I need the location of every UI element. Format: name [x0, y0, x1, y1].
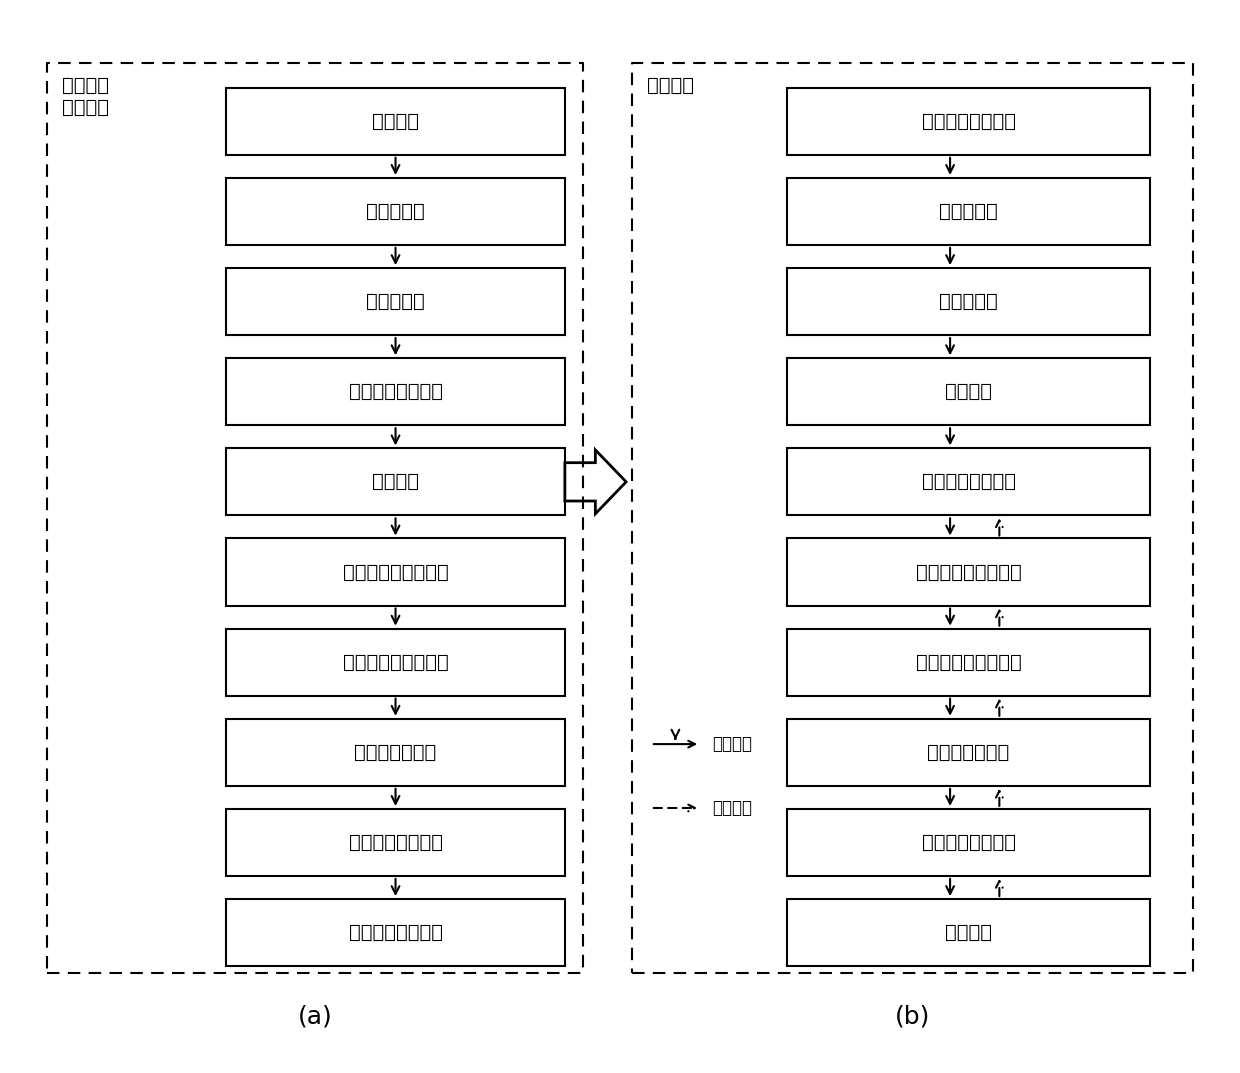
Text: 未知视频: 未知视频 — [372, 112, 419, 131]
Bar — [787, 539, 1151, 605]
Text: 多层卷积特征提取: 多层卷积特征提取 — [921, 472, 1016, 491]
Bar — [787, 88, 1151, 155]
Text: 多层卷积特征提取: 多层卷积特征提取 — [348, 382, 443, 401]
Text: 视频预处理: 视频预处理 — [939, 202, 998, 221]
Bar — [787, 449, 1151, 515]
Text: 多层分类结果集成: 多层分类结果集成 — [348, 833, 443, 852]
Bar — [226, 809, 565, 876]
Text: 局部演化描述符提取: 局部演化描述符提取 — [915, 562, 1022, 582]
Bar — [226, 88, 565, 155]
Text: 数据增广: 数据增广 — [945, 382, 992, 401]
Text: 视频帧采样: 视频帧采样 — [939, 292, 998, 311]
Bar — [226, 899, 565, 966]
Bar — [787, 719, 1151, 785]
Bar — [226, 449, 565, 515]
Text: 局部演化描述符编码: 局部演化描述符编码 — [915, 652, 1022, 672]
Text: 模型训练: 模型训练 — [647, 75, 694, 94]
Text: 多层分类结果集成: 多层分类结果集成 — [921, 833, 1016, 852]
Bar — [226, 539, 565, 605]
Bar — [787, 358, 1151, 425]
Text: 局部演化描述符编码: 局部演化描述符编码 — [342, 652, 449, 672]
Bar — [226, 178, 565, 245]
Bar — [226, 268, 565, 335]
Bar — [787, 268, 1151, 335]
Text: 反向传播: 反向传播 — [712, 799, 753, 817]
Bar — [226, 358, 565, 425]
Text: 视频帧采样: 视频帧采样 — [366, 292, 425, 311]
Text: (a): (a) — [298, 1005, 332, 1029]
Text: (b): (b) — [895, 1005, 930, 1029]
Bar — [226, 719, 565, 785]
Bar — [226, 629, 565, 695]
Text: 视频动作预测结果: 视频动作预测结果 — [348, 923, 443, 942]
Bar — [787, 899, 1151, 966]
Text: 未知视频
行为识别: 未知视频 行为识别 — [62, 75, 109, 117]
Text: 正向传播: 正向传播 — [712, 735, 753, 753]
Bar — [787, 629, 1151, 695]
Bar — [787, 809, 1151, 876]
Text: 多层分类器分类: 多层分类器分类 — [355, 743, 436, 762]
Text: 多层分类器分类: 多层分类器分类 — [928, 743, 1009, 762]
Polygon shape — [565, 450, 626, 514]
Text: 视频预处理: 视频预处理 — [366, 202, 425, 221]
Text: 损失函数: 损失函数 — [945, 923, 992, 942]
Text: 局部演化描述符提取: 局部演化描述符提取 — [342, 562, 449, 582]
Bar — [787, 178, 1151, 245]
Text: 模型训练: 模型训练 — [372, 472, 419, 491]
Text: 预标注好的数据集: 预标注好的数据集 — [921, 112, 1016, 131]
